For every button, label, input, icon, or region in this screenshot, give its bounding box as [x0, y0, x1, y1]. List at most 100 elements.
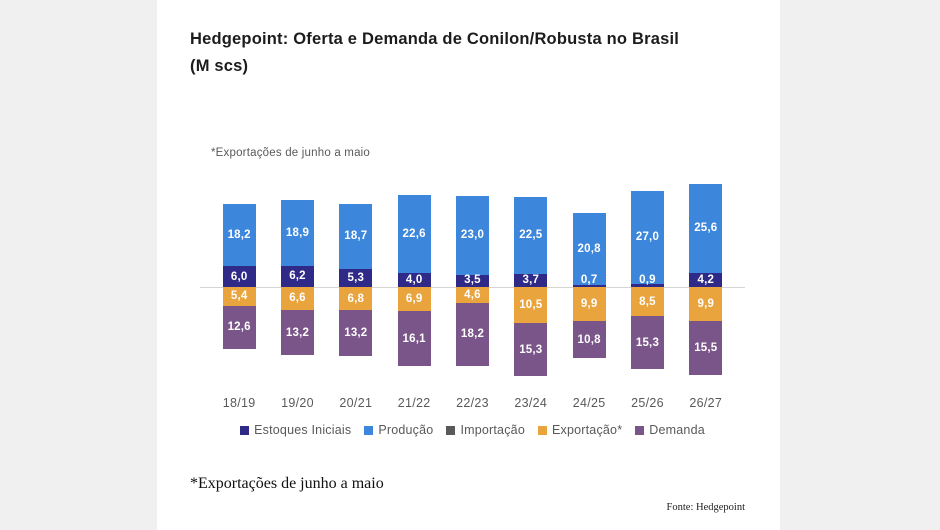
segment-value-label: 18,2 — [227, 228, 251, 241]
stack-above-axis: 18,9 6,2 — [268, 170, 326, 287]
bar-columns: 18,2 6,0 5,4 12,6 18,9 6,2 6,6 13,2 18,7 5,3 6,8 13… — [210, 170, 735, 380]
segment-value-label: 8,5 — [639, 295, 656, 308]
stack-below-axis: 4,6 18,2 — [443, 287, 501, 380]
legend-item-exportacao: Exportação* — [537, 423, 623, 437]
legend-item-demanda: Demanda — [635, 423, 705, 437]
bar-column-19-20: 18,9 6,2 6,6 13,2 — [268, 170, 326, 380]
chart-panel: Hedgepoint: Oferta e Demanda de Conilon/… — [157, 0, 780, 530]
bar-column-25-26: 27,0 0,9 8,5 15,3 — [618, 170, 676, 380]
segment-value-label: 22,6 — [402, 228, 426, 241]
segment-demanda: 12,6 — [222, 305, 256, 350]
segment-estoques-iniciais: 5,3 — [339, 268, 373, 287]
segment-exportacao: 8,5 — [630, 287, 664, 317]
segment-demanda: 10,8 — [572, 321, 606, 359]
stack-below-axis: 9,9 15,5 — [677, 287, 735, 380]
stack-above-axis: 27,0 0,9 — [618, 170, 676, 287]
segment-estoques-iniciais: 6,0 — [222, 266, 256, 287]
segment-value-label: 0,9 — [639, 274, 656, 286]
bar-column-20-21: 18,7 5,3 6,8 13,2 — [327, 170, 385, 380]
page-title-line2: (M scs) — [190, 57, 249, 75]
segment-value-label: 6,6 — [289, 292, 306, 305]
segment-value-label: 4,6 — [464, 288, 481, 301]
segment-value-label: 6,9 — [405, 292, 423, 305]
segment-value-label: 3,5 — [464, 274, 481, 286]
segment-demanda: 15,3 — [630, 316, 664, 370]
segment-value-label: 6,0 — [230, 270, 248, 283]
page-title: Hedgepoint: Oferta e Demanda de Conilon/… — [190, 26, 750, 80]
x-axis-label: 21/22 — [397, 396, 431, 410]
legend-item-producao: Produção — [364, 423, 433, 437]
legend-label: Produção — [378, 423, 434, 437]
segment-value-label: 6,2 — [289, 270, 306, 283]
segment-estoques-iniciais: 4,0 — [397, 273, 431, 287]
segment-value-label: 13,2 — [285, 326, 310, 339]
segment-estoques-iniciais: 3,7 — [514, 274, 548, 287]
segment-value-label: 27,0 — [635, 231, 660, 244]
legend-swatch-icon — [446, 425, 456, 435]
segment-value-label: 13,2 — [344, 327, 368, 340]
legend-label: Demanda — [649, 423, 705, 437]
bar-column-18-19: 18,2 6,0 5,4 12,6 — [210, 170, 268, 380]
right-margin — [780, 0, 940, 530]
stacked-bar-chart: 18,2 6,0 5,4 12,6 18,9 6,2 6,6 13,2 18,7 5,3 6,8 13… — [200, 170, 745, 380]
x-axis-label: 25/26 — [631, 396, 664, 410]
segment-value-label: 3,7 — [522, 274, 540, 286]
stack-above-axis: 25,6 4,2 — [677, 170, 735, 287]
segment-demanda: 18,2 — [455, 302, 489, 366]
bar-column-22-23: 23,0 3,5 4,6 18,2 — [443, 170, 501, 380]
segment-value-label: 18,9 — [285, 227, 310, 240]
segment-producao: 18,9 — [280, 200, 314, 266]
page-title-line1: Hedgepoint: Oferta e Demanda de Conilon/… — [190, 30, 680, 48]
source-credit: Fonte: Hedgepoint — [666, 502, 745, 513]
segment-value-label: 9,9 — [580, 298, 598, 311]
segment-exportacao: 6,6 — [280, 287, 314, 310]
segment-value-label: 22,5 — [519, 229, 543, 242]
legend-label: Exportação* — [551, 423, 623, 437]
x-axis-label: 23/24 — [514, 396, 548, 410]
segment-value-label: 25,6 — [694, 222, 718, 235]
chart-legend: Estoques Iniciais Produção Importação Expor… — [200, 423, 745, 437]
bar-column-21-22: 22,6 4,0 6,9 16,1 — [385, 170, 443, 380]
segment-value-label: 15,5 — [694, 341, 718, 354]
segment-value-label: 5,3 — [347, 271, 365, 284]
segment-value-label: 15,3 — [519, 343, 543, 356]
legend-swatch-icon — [240, 425, 250, 435]
segment-estoques-iniciais: 6,2 — [280, 265, 314, 287]
stack-below-axis: 9,9 10,8 — [560, 287, 618, 380]
segment-exportacao: 6,9 — [397, 287, 431, 311]
x-axis-labels: 18/19 19/20 20/21 21/22 22/23 23/24 24/25 25/26… — [210, 396, 735, 410]
legend-label: Estoques Iniciais — [254, 423, 352, 437]
segment-value-label: 6,8 — [347, 292, 365, 305]
segment-value-label: 16,1 — [402, 332, 426, 345]
footnote: *Exportações de junho a maio — [190, 475, 384, 492]
stack-above-axis: 23,0 3,5 — [443, 170, 501, 287]
stack-below-axis: 6,6 13,2 — [268, 287, 326, 380]
segment-value-label: 15,3 — [635, 336, 660, 349]
segment-exportacao: 5,4 — [222, 287, 256, 306]
segment-value-label: 4,0 — [405, 274, 423, 286]
segment-estoques-iniciais: 3,5 — [455, 274, 489, 287]
x-axis-label: 19/20 — [281, 396, 314, 410]
segment-value-label: 9,9 — [697, 298, 715, 311]
stack-above-axis: 20,8 0,7 — [560, 170, 618, 287]
stack-below-axis: 5,4 12,6 — [210, 287, 268, 380]
stack-below-axis: 10,5 15,3 — [502, 287, 560, 380]
segment-demanda: 15,3 — [514, 323, 548, 376]
chart-note: *Exportações de junho a maio — [211, 147, 371, 159]
legend-swatch-icon — [364, 425, 374, 435]
segment-value-label: 23,0 — [460, 229, 485, 242]
stack-below-axis: 6,8 13,2 — [327, 287, 385, 380]
stack-above-axis: 18,7 5,3 — [327, 170, 385, 287]
segment-value-label: 12,6 — [227, 321, 251, 334]
stack-above-axis: 18,2 6,0 — [210, 170, 268, 287]
segment-value-label: 18,2 — [460, 328, 485, 341]
bar-column-24-25: 20,8 0,7 9,9 10,8 — [560, 170, 618, 380]
segment-producao: 18,7 — [339, 204, 373, 269]
segment-demanda: 16,1 — [397, 310, 431, 367]
segment-exportacao: 6,8 — [339, 287, 373, 311]
segment-estoques-iniciais: 0,9 — [630, 274, 664, 287]
segment-producao: 25,6 — [689, 184, 723, 273]
bar-column-26-27: 25,6 4,2 9,9 15,5 — [677, 170, 735, 380]
segment-value-label: 20,8 — [577, 242, 601, 255]
